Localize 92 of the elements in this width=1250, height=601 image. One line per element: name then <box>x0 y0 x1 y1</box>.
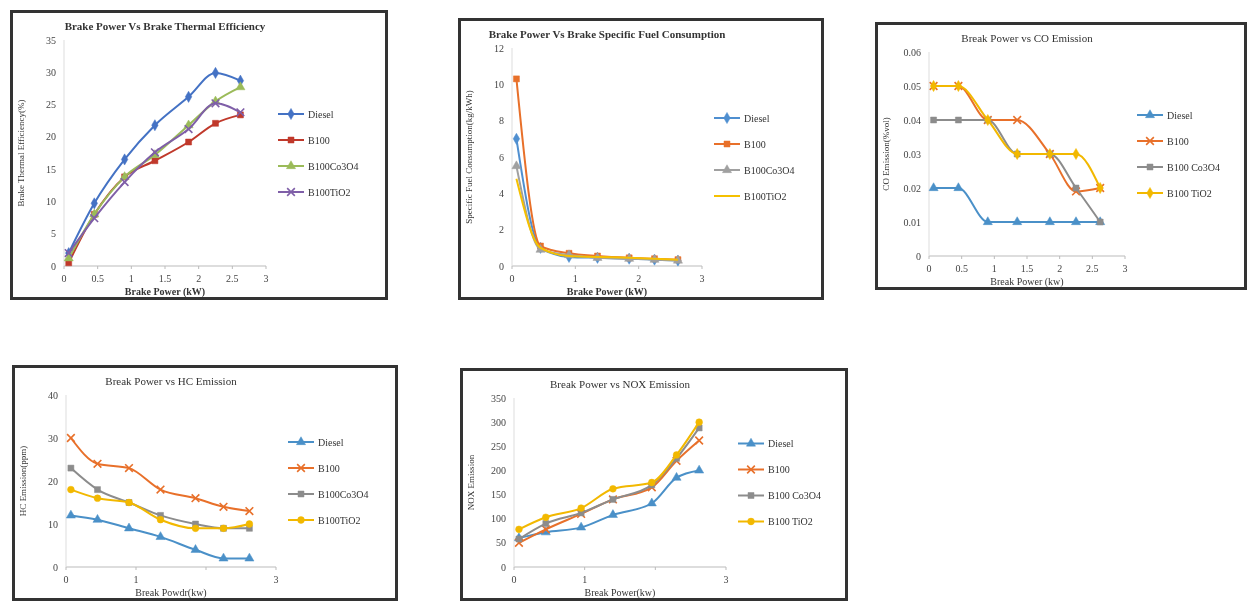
x-tick-label: 1 <box>582 574 588 585</box>
x-tick-label: 1.5 <box>158 273 172 284</box>
y-tick-label: 12 <box>494 42 504 54</box>
y-tick-label: 350 <box>491 392 506 404</box>
legend-label: B100Co3O4 <box>318 488 369 500</box>
x-axis-title: Break Power (kw) <box>990 276 1064 288</box>
y-tick-label: 4 <box>499 187 504 199</box>
legend-label: B100TiO2 <box>744 190 787 202</box>
x-tick-label: 0 <box>511 574 517 585</box>
legend-label: B100 <box>1167 135 1189 147</box>
legend-label: Diesel <box>1167 109 1193 121</box>
legend-label: B100 TiO2 <box>1167 187 1212 199</box>
legend-label: B100 <box>308 134 330 146</box>
x-tick-label: 0 <box>509 273 515 284</box>
y-tick-label: 300 <box>491 416 506 428</box>
x-tick-label: 2 <box>196 273 202 284</box>
x-tick-label: 0 <box>926 263 932 274</box>
y-tick-label: 25 <box>46 99 56 111</box>
chart-title: Break Power vs CO Emission <box>961 32 1094 44</box>
x-tick-label: 1 <box>991 263 997 274</box>
y-tick-label: 30 <box>46 66 56 78</box>
legend-label: Diesel <box>318 436 344 448</box>
y-axis-title: CO Emission(%vol) <box>881 117 891 191</box>
legend-label: B100TiO2 <box>308 186 351 198</box>
y-tick-label: 200 <box>491 464 506 476</box>
chart-title: Brake Power Vs Brake Specific Fuel Consumption <box>488 28 726 40</box>
x-axis-title: Brake Power (kW) <box>566 286 648 298</box>
x-tick-label: 3 <box>699 273 705 284</box>
y-tick-label: 0 <box>501 561 506 573</box>
x-tick-label: 1.5 <box>1020 263 1034 274</box>
legend-label: B100Co3O4 <box>308 160 359 172</box>
x-tick-label: 3 <box>723 574 729 585</box>
y-tick-label: 30 <box>48 432 58 444</box>
y-tick-label: 35 <box>46 34 56 46</box>
y-tick-label: 0.02 <box>903 182 921 194</box>
x-axis-title: Break Powdr(kw) <box>135 587 207 599</box>
x-tick-label: 0 <box>61 273 67 284</box>
y-tick-label: 10 <box>46 195 56 207</box>
x-tick-label: 1 <box>128 273 134 284</box>
x-tick-label: 0 <box>63 574 69 585</box>
chart-title: Brake Power Vs Brake Thermal Efficiency <box>64 20 266 32</box>
x-tick-label: 3 <box>273 574 279 585</box>
legend-label: B100 Co3O4 <box>768 490 822 501</box>
legend-label: Diesel <box>768 438 794 449</box>
y-tick-label: 8 <box>499 115 504 127</box>
y-tick-label: 5 <box>51 228 56 240</box>
x-tick-label: 1 <box>133 574 139 585</box>
y-tick-label: 0.06 <box>903 46 921 58</box>
legend-label: B100 TiO2 <box>768 516 813 527</box>
x-tick-label: 1 <box>572 273 578 284</box>
x-tick-label: 2 <box>636 273 642 284</box>
legend-label: B100Co3O4 <box>744 164 795 176</box>
legend-label: B100TiO2 <box>318 514 361 526</box>
legend-label: B100 <box>768 464 790 475</box>
y-tick-label: 250 <box>491 440 506 452</box>
y-axis-title: NOX Emission <box>466 454 476 511</box>
legend-label: Diesel <box>744 112 770 124</box>
y-tick-label: 6 <box>499 151 504 163</box>
x-tick-label: 2.5 <box>1086 263 1099 274</box>
legend-label: B100 Co3O4 <box>1167 161 1221 173</box>
y-axis-title: Specific Fuel Consumption(kg/kWh) <box>464 90 474 224</box>
x-axis-title: Break Power(kw) <box>584 587 656 599</box>
legend-label: B100 <box>318 462 340 474</box>
x-tick-label: 0.5 <box>91 273 104 284</box>
y-tick-label: 0 <box>916 250 921 262</box>
y-axis-title: Brake Thermal Efficiency(%) <box>16 99 26 207</box>
y-axis-title: HC Emission(ppm) <box>18 445 28 517</box>
legend-label: B100 <box>744 138 766 150</box>
x-tick-label: 0.5 <box>955 263 968 274</box>
x-tick-label: 2 <box>1057 263 1063 274</box>
y-tick-label: 15 <box>46 163 56 175</box>
chart-title: Break Power vs HC Emission <box>105 375 238 387</box>
x-tick-label: 2.5 <box>226 273 239 284</box>
y-tick-label: 0.05 <box>903 80 921 92</box>
y-tick-label: 0.04 <box>903 114 921 126</box>
y-tick-label: 0.03 <box>903 148 921 160</box>
y-tick-label: 10 <box>48 518 58 530</box>
legend-label: Diesel <box>308 108 334 120</box>
y-tick-label: 40 <box>48 389 58 401</box>
y-tick-label: 50 <box>496 537 506 549</box>
y-tick-label: 150 <box>491 489 506 501</box>
chart-title: Break Power vs NOX Emission <box>550 378 691 390</box>
y-tick-label: 0.01 <box>903 216 921 228</box>
y-tick-label: 20 <box>48 475 58 487</box>
y-tick-label: 2 <box>499 224 504 236</box>
y-tick-label: 100 <box>491 513 506 525</box>
x-tick-label: 3 <box>263 273 269 284</box>
x-tick-label: 3 <box>1122 263 1128 274</box>
y-tick-label: 0 <box>53 561 58 573</box>
y-tick-label: 10 <box>494 78 504 90</box>
x-axis-title: Brake Power (kW) <box>124 286 206 298</box>
y-tick-label: 20 <box>46 131 56 143</box>
